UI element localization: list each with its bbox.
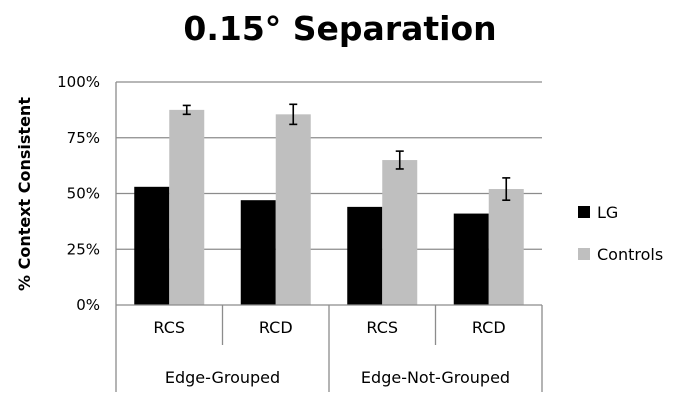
x-tick-label-0: RCS (153, 318, 185, 337)
group-label-0: Edge-Grouped (165, 368, 280, 387)
error-bars (182, 103, 511, 201)
y-tick-label-0: 0% (76, 296, 100, 314)
y-tick-label-1: 25% (67, 240, 100, 258)
x-tick-label-3: RCD (472, 318, 506, 337)
y-tick-label-4: 100% (57, 73, 100, 91)
error-bar-controls-3 (502, 177, 511, 201)
bar-controls-3 (488, 189, 524, 305)
bar-controls-1 (275, 114, 311, 306)
bar-lg-1 (240, 200, 276, 305)
y-tick-label-2: 50% (67, 185, 100, 203)
legend-swatch-controls (578, 248, 590, 260)
y-tick-label-3: 75% (67, 129, 100, 147)
error-bar-controls-0 (182, 104, 191, 116)
y-tick-labels: 0% 25% 50% 75% 100% (57, 73, 100, 314)
bar-controls-2 (382, 160, 418, 305)
legend: LG Controls (578, 203, 663, 264)
bar-controls-0 (169, 109, 205, 305)
chart-title: 0.15° Separation (183, 9, 496, 48)
legend-label-controls: Controls (597, 245, 663, 264)
legend-label-lg: LG (597, 203, 618, 222)
bars (134, 109, 524, 306)
group-label-1: Edge-Not-Grouped (361, 368, 510, 387)
x-tick-label-2: RCS (366, 318, 398, 337)
x-tick-label-1: RCD (259, 318, 293, 337)
bar-lg-3 (453, 213, 489, 305)
x-tick-labels: RCS RCD RCS RCD Edge-Grouped Edge-Not-Grouped (153, 318, 510, 387)
axis-lines (115, 82, 543, 392)
error-bar-controls-2 (395, 150, 404, 170)
bar-lg-0 (134, 186, 170, 305)
error-bar-controls-1 (289, 103, 298, 126)
y-axis-label: % Context Consistent (15, 97, 34, 291)
legend-swatch-lg (578, 206, 590, 218)
bar-lg-2 (347, 206, 383, 305)
